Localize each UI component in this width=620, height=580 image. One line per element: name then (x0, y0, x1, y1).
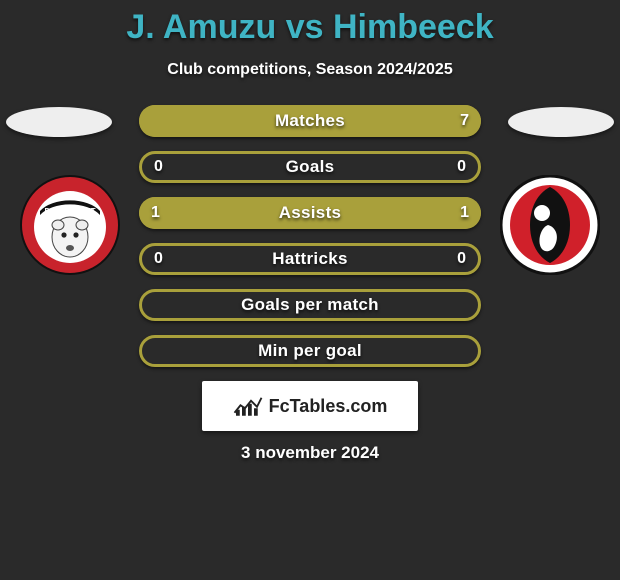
stat-bar-value-left: 0 (154, 154, 163, 180)
comparison-container: DORDRECHT Matches7Goals00Assists11Hattri… (0, 105, 620, 367)
stat-bar-value-left: 0 (154, 246, 163, 272)
stat-bar: Goals0 0 (139, 151, 481, 183)
stat-bar-value-left: 1 (151, 197, 160, 229)
watermark: FcTables.com (202, 381, 418, 431)
club-logo-left: DORDRECHT (20, 175, 120, 275)
date-text: 3 november 2024 (0, 443, 620, 463)
stat-bar-value-right: 0 (457, 246, 466, 272)
player-photo-right-placeholder (508, 107, 614, 137)
club-logo-right (500, 175, 600, 275)
stat-bars: Matches7Goals00Assists11Hattricks00Goals… (139, 105, 481, 367)
stat-bar-value-right: 0 (457, 154, 466, 180)
stat-bar-label: Hattricks (142, 246, 478, 272)
stat-bar-label: Goals (142, 154, 478, 180)
stat-bar: Goals per match (139, 289, 481, 321)
player-photo-left-placeholder (6, 107, 112, 137)
stat-bar-label: Assists (139, 197, 481, 229)
svg-text:DORDRECHT: DORDRECHT (44, 207, 95, 216)
stat-bar-label: Goals per match (142, 292, 478, 318)
subtitle: Club competitions, Season 2024/2025 (0, 61, 620, 79)
stat-bar: Min per goal (139, 335, 481, 367)
stat-bar: Hattricks0 0 (139, 243, 481, 275)
stat-bar: Matches7 (139, 105, 481, 137)
stat-bar-value-right: 7 (460, 105, 469, 137)
chart-icon (233, 394, 263, 418)
stat-bar: Assists1 1 (139, 197, 481, 229)
stat-bar-label: Min per goal (142, 338, 478, 364)
watermark-text: FcTables.com (269, 396, 388, 417)
page-title: J. Amuzu vs Himbeeck (0, 0, 620, 47)
stat-bar-label: Matches (139, 105, 481, 137)
stat-bar-value-right: 1 (460, 197, 469, 229)
